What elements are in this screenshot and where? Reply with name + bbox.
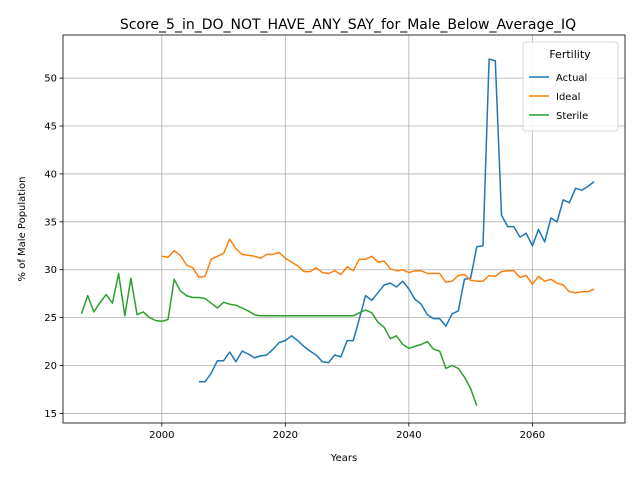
y-tick-label: 45: [44, 122, 57, 133]
x-tick-label: 2000: [149, 430, 174, 441]
legend-box: [522, 41, 619, 132]
series-line-sterile: [80, 272, 478, 407]
x-tick-label: 2020: [273, 430, 298, 441]
x-axis-ticks: 2000 2020 2040 2060: [149, 423, 545, 441]
legend-label-actual: Actual: [556, 73, 587, 84]
series-line-ideal: [161, 238, 595, 294]
series-lines: [80, 58, 595, 407]
y-tick-label: 20: [44, 361, 57, 372]
chart-title: Score_5_in_DO_NOT_HAVE_ANY_SAY_for_Male_…: [120, 17, 576, 33]
legend: Fertility Actual Ideal Sterile: [522, 41, 619, 132]
legend-label-sterile: Sterile: [556, 111, 588, 122]
x-tick-label: 2060: [520, 430, 545, 441]
legend-title: Fertility: [549, 48, 591, 61]
y-tick-label: 40: [44, 169, 57, 180]
y-tick-label: 30: [44, 265, 57, 276]
y-tick-label: 35: [44, 217, 57, 228]
y-axis-label: % of Male Population: [17, 177, 28, 282]
x-axis-label: Years: [330, 453, 357, 464]
y-tick-label: 15: [44, 409, 57, 420]
plot-frame: [62, 34, 626, 424]
y-tick-label: 25: [44, 313, 57, 324]
y-axis-ticks: 15 20 25 30 35 40 45 50: [44, 74, 63, 420]
y-tick-label: 50: [44, 74, 57, 85]
legend-label-ideal: Ideal: [556, 92, 580, 103]
series-line-actual: [198, 58, 595, 383]
x-tick-label: 2040: [396, 430, 421, 441]
